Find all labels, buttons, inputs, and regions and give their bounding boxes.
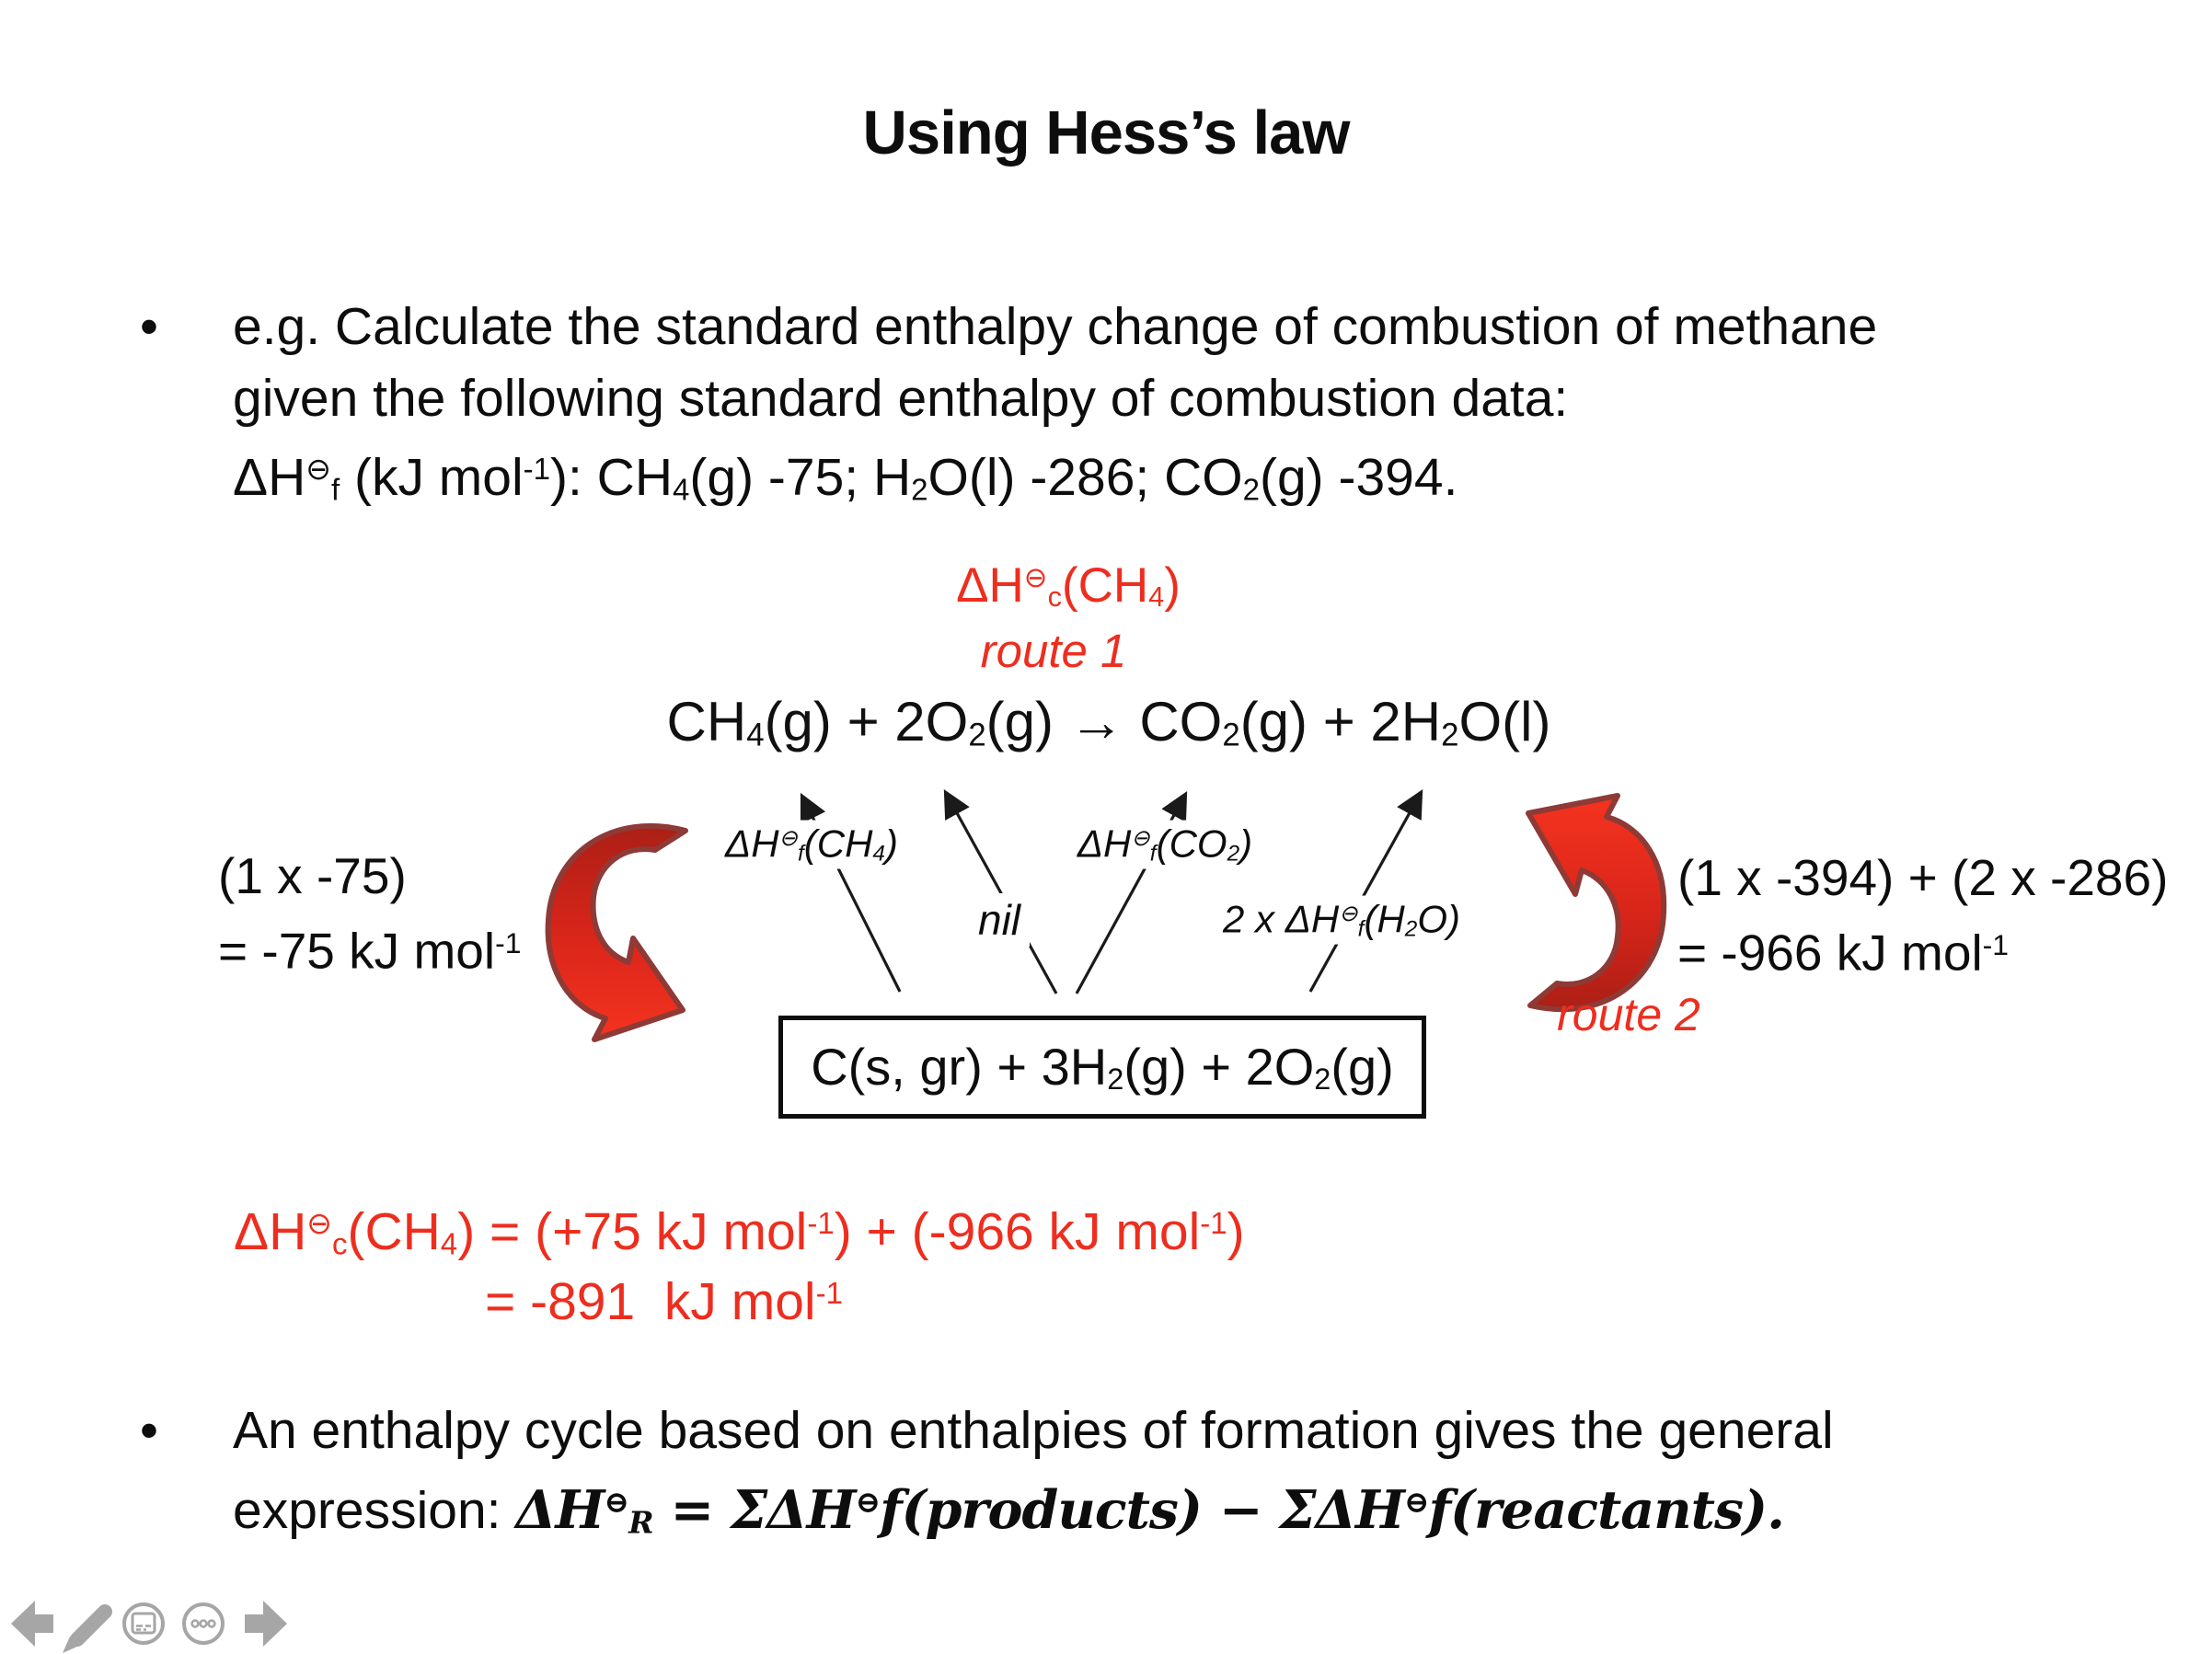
bullet-marker: • — [140, 1401, 158, 1460]
formation-label-co2: ΔH⊖f(CO2) — [1067, 820, 1262, 869]
elements-equation: C(s, gr) + 3H2(g) + 2O2(g) — [811, 1038, 1394, 1097]
next-slide-arrow-icon[interactable] — [245, 1601, 287, 1647]
expression-line-2: expression: ΔH⊖R = ΣΔH⊖f(products) − ΣΔH… — [233, 1479, 1785, 1542]
pen-icon[interactable] — [63, 1604, 112, 1653]
route1-calc-line1: (1 x -75) — [218, 847, 407, 904]
result-line-2: = -891 kJ mol-1 — [485, 1272, 843, 1331]
combustion-equation: CH4(g) + 2O2(g) → CO2(g) + 2H2O(l) — [666, 691, 1551, 753]
expression-line-1: An enthalpy cycle based on enthalpies of… — [233, 1401, 1834, 1460]
slideshow-panel-icon[interactable] — [122, 1602, 165, 1645]
route2-calc-line2: = -966 kJ mol-1 — [1677, 924, 2010, 982]
previous-slide-arrow-icon[interactable] — [11, 1601, 53, 1647]
route2-calculation: (1 x -394) + (2 x -286) = -966 kJ mol-1 — [1677, 844, 2168, 987]
route-2-label: route 2 — [1557, 989, 1700, 1040]
route2-curved-arrow — [1526, 793, 1667, 1013]
combustion-enthalpy-label: ΔH⊖c(CH4) — [956, 558, 1181, 613]
bullet-marker: • — [140, 297, 158, 356]
route1-curved-arrow — [545, 822, 688, 1042]
bullet-text: e.g. Calculate the standard enthalpy cha… — [233, 291, 1877, 526]
more-options-icon[interactable] — [182, 1602, 225, 1645]
page-title: Using Hess’s law — [862, 98, 1351, 167]
result-line-1: ΔH⊖c(CH4) = (+75 kJ mol-1) + (-966 kJ mo… — [234, 1202, 1245, 1262]
route-1-label: route 1 — [980, 625, 1127, 677]
route1-calculation: (1 x -75) = -75 kJ mol-1 — [218, 843, 521, 985]
bullet-item-general-expression: • An enthalpy cycle based on enthalpies … — [140, 1395, 2183, 1558]
elements-equation-box: C(s, gr) + 3H2(g) + 2O2(g) — [778, 1016, 1426, 1119]
formation-label-h2o: 2 x ΔH⊖f(H2O) — [1214, 895, 1469, 945]
route1-calc-line2: = -75 kJ mol-1 — [218, 922, 522, 980]
problem-line-1: e.g. Calculate the standard enthalpy cha… — [233, 297, 1878, 356]
problem-line-2: given the following standard enthalpy of… — [233, 369, 1569, 428]
formation-label-ch4: ΔH⊖f(CH4) — [716, 820, 907, 869]
formation-arrow-h2o — [1308, 789, 1423, 993]
slideshow-controls — [6, 1584, 318, 1654]
formation-label-nil: nil — [968, 893, 1031, 947]
problem-line-3-data: ΔH⊖f (kJ mol-1): CH4(g) -75; H2O(l) -286… — [233, 448, 1458, 508]
route2-calc-line1: (1 x -394) + (2 x -286) — [1677, 849, 2169, 906]
bullet-item-problem: • e.g. Calculate the standard enthalpy c… — [140, 291, 2146, 526]
bullet-text: An enthalpy cycle based on enthalpies of… — [233, 1395, 1834, 1558]
